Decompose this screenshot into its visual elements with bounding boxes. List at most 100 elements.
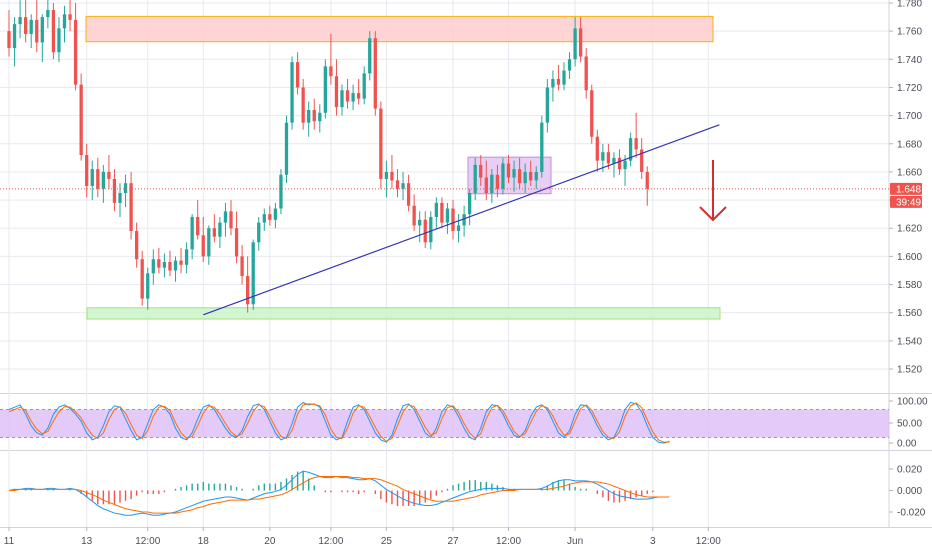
candle[interactable]: [579, 28, 583, 57]
candle[interactable]: [24, 17, 28, 34]
candle[interactable]: [290, 62, 294, 123]
candle[interactable]: [390, 171, 394, 181]
candle[interactable]: [340, 90, 344, 108]
candle[interactable]: [523, 171, 527, 184]
candle[interactable]: [384, 171, 389, 179]
candle[interactable]: [123, 183, 128, 194]
candle[interactable]: [295, 62, 300, 88]
candle[interactable]: [412, 205, 416, 226]
candle[interactable]: [218, 222, 222, 237]
candle[interactable]: [90, 169, 94, 186]
candle[interactable]: [12, 24, 17, 49]
candle[interactable]: [345, 90, 350, 102]
candle[interactable]: [151, 259, 155, 274]
candle[interactable]: [246, 276, 250, 305]
candle[interactable]: [606, 152, 611, 164]
candle[interactable]: [517, 169, 522, 184]
candle[interactable]: [512, 169, 516, 178]
candle[interactable]: [118, 193, 122, 203]
candle[interactable]: [107, 171, 111, 179]
candle[interactable]: [456, 225, 461, 232]
candle[interactable]: [534, 171, 538, 181]
candle[interactable]: [307, 109, 311, 123]
candle[interactable]: [584, 56, 588, 91]
candle[interactable]: [262, 214, 266, 223]
candle[interactable]: [173, 260, 178, 271]
candle[interactable]: [379, 108, 383, 179]
candle[interactable]: [595, 136, 599, 161]
resistance-zone[interactable]: [85, 15, 714, 43]
candle[interactable]: [62, 14, 67, 29]
candle[interactable]: [490, 174, 494, 194]
candle[interactable]: [51, 10, 56, 53]
candle[interactable]: [79, 84, 83, 156]
candle[interactable]: [279, 174, 283, 209]
candle[interactable]: [601, 152, 605, 161]
stoch-d-line[interactable]: [8, 402, 670, 443]
candle[interactable]: [207, 228, 211, 257]
candle[interactable]: [473, 164, 477, 194]
candle[interactable]: [334, 76, 339, 108]
candle[interactable]: [434, 202, 438, 217]
candle[interactable]: [135, 231, 139, 260]
candle[interactable]: [562, 70, 566, 85]
candle[interactable]: [96, 169, 100, 189]
candle[interactable]: [445, 208, 450, 223]
candle[interactable]: [162, 262, 167, 268]
candle[interactable]: [540, 122, 544, 172]
candle[interactable]: [223, 211, 228, 223]
candle[interactable]: [196, 216, 200, 236]
candle[interactable]: [234, 228, 239, 257]
trendline[interactable]: [203, 124, 720, 316]
candle[interactable]: [29, 19, 33, 34]
macd-line[interactable]: [8, 470, 670, 516]
candle[interactable]: [351, 93, 355, 102]
candle[interactable]: [323, 66, 327, 113]
candle[interactable]: [529, 171, 533, 181]
candle[interactable]: [240, 256, 244, 277]
candle[interactable]: [273, 208, 278, 220]
candle[interactable]: [545, 87, 549, 123]
candle[interactable]: [184, 249, 189, 265]
candle[interactable]: [157, 259, 161, 268]
candle[interactable]: [479, 164, 483, 178]
down-arrow-head[interactable]: [699, 206, 727, 222]
candle[interactable]: [617, 157, 622, 170]
candle[interactable]: [451, 208, 455, 232]
candle[interactable]: [251, 242, 255, 305]
candle[interactable]: [468, 193, 472, 215]
candle[interactable]: [429, 216, 433, 243]
candle[interactable]: [68, 14, 72, 20]
candle[interactable]: [46, 10, 50, 18]
candle[interactable]: [179, 260, 183, 265]
candle[interactable]: [284, 122, 289, 175]
candle[interactable]: [462, 214, 466, 226]
candle[interactable]: [112, 178, 117, 203]
candle[interactable]: [556, 79, 561, 85]
candle[interactable]: [634, 138, 638, 150]
candle[interactable]: [212, 228, 216, 237]
candle[interactable]: [129, 183, 133, 232]
candle[interactable]: [506, 163, 511, 178]
candle[interactable]: [329, 66, 333, 77]
candle[interactable]: [501, 163, 505, 189]
candle[interactable]: [395, 180, 400, 189]
candle[interactable]: [257, 222, 261, 243]
candle[interactable]: [590, 90, 594, 137]
candle[interactable]: [368, 38, 372, 74]
candle[interactable]: [73, 19, 78, 85]
candle[interactable]: [423, 219, 427, 243]
candle[interactable]: [268, 214, 272, 220]
candle[interactable]: [201, 235, 205, 257]
macd-signal-line[interactable]: [9, 476, 670, 514]
candle[interactable]: [101, 171, 105, 189]
candle[interactable]: [623, 160, 627, 170]
candle[interactable]: [362, 73, 366, 99]
candle[interactable]: [495, 174, 500, 189]
candle[interactable]: [85, 155, 89, 186]
candle[interactable]: [301, 87, 305, 123]
candle[interactable]: [573, 28, 577, 60]
candle[interactable]: [418, 219, 422, 226]
candle[interactable]: [140, 259, 144, 299]
